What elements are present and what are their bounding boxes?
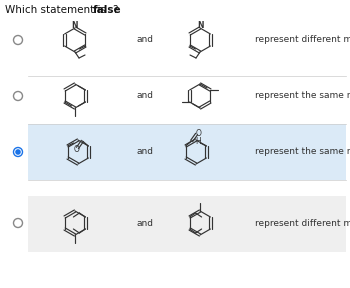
FancyBboxPatch shape: [28, 124, 346, 180]
Text: false: false: [93, 5, 122, 15]
FancyBboxPatch shape: [28, 196, 346, 252]
Text: represent the same molecule: represent the same molecule: [255, 147, 350, 156]
Text: O: O: [74, 145, 79, 154]
Text: and: and: [136, 147, 154, 156]
Text: O: O: [196, 128, 202, 137]
Text: Which statement is: Which statement is: [5, 5, 109, 15]
Text: and: and: [136, 35, 154, 45]
Circle shape: [15, 149, 21, 155]
Text: H: H: [196, 137, 202, 147]
Text: ?: ?: [112, 5, 118, 15]
Text: N: N: [197, 20, 203, 29]
Text: and: and: [136, 219, 154, 228]
Text: N: N: [72, 20, 78, 29]
Text: represent different molecules: represent different molecules: [255, 219, 350, 228]
Text: and: and: [136, 92, 154, 101]
Text: represent the same molecule: represent the same molecule: [255, 92, 350, 101]
Text: represent different molecules: represent different molecules: [255, 35, 350, 45]
